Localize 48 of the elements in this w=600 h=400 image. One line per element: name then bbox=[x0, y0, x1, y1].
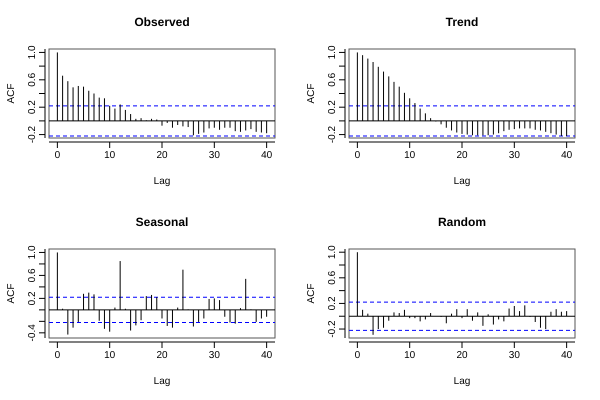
y-tick-label: 0.6 bbox=[27, 268, 38, 282]
x-tick-label: 30 bbox=[208, 350, 220, 362]
y-tick-label: 0.2 bbox=[327, 296, 338, 310]
x-tick-label: 10 bbox=[104, 350, 116, 362]
x-tick-label: 10 bbox=[104, 150, 116, 162]
y-tick-label: 1.0 bbox=[327, 244, 338, 260]
x-axis-title: Lag bbox=[454, 176, 470, 187]
x-tick-label: 40 bbox=[561, 350, 573, 362]
y-axis-title: ACF bbox=[6, 84, 17, 104]
x-axis-title: Lag bbox=[454, 376, 470, 387]
y-tick-label: -0.2 bbox=[27, 126, 38, 144]
y-tick-label: 1.0 bbox=[327, 45, 338, 60]
x-tick-label: 20 bbox=[156, 150, 168, 162]
x-tick-label: 0 bbox=[354, 150, 361, 162]
y-tick-label: 0.6 bbox=[327, 72, 338, 87]
x-tick-label: 30 bbox=[508, 150, 520, 162]
chart-title: Observed bbox=[134, 15, 190, 29]
chart-title: Trend bbox=[446, 15, 478, 29]
y-tick-label: -0.4 bbox=[27, 324, 38, 342]
x-tick-label: 0 bbox=[54, 350, 61, 362]
x-tick-label: 40 bbox=[261, 150, 273, 162]
y-tick-label: 0.2 bbox=[327, 100, 338, 114]
x-axis-title: Lag bbox=[154, 176, 170, 187]
y-tick-label: 1.0 bbox=[27, 45, 38, 60]
x-tick-label: 0 bbox=[54, 150, 61, 162]
chart-title: Random bbox=[438, 215, 486, 229]
chart-title: Seasonal bbox=[136, 215, 188, 229]
y-tick-label: -0.2 bbox=[327, 320, 338, 338]
y-tick-label: -0.2 bbox=[327, 126, 338, 144]
y-tick-label: 0.2 bbox=[27, 100, 38, 114]
x-tick-label: 40 bbox=[561, 150, 573, 162]
x-tick-label: 20 bbox=[456, 350, 468, 362]
y-axis-title: ACF bbox=[306, 84, 317, 104]
x-tick-label: 10 bbox=[404, 350, 416, 362]
x-tick-label: 20 bbox=[156, 350, 168, 362]
y-axis-title: ACF bbox=[306, 284, 317, 304]
x-axis-title: Lag bbox=[154, 376, 170, 387]
x-tick-label: 30 bbox=[508, 350, 520, 362]
x-tick-label: 0 bbox=[354, 350, 361, 362]
x-tick-label: 30 bbox=[208, 150, 220, 162]
x-tick-label: 10 bbox=[404, 150, 416, 162]
x-tick-label: 20 bbox=[456, 150, 468, 162]
y-tick-label: 1.0 bbox=[27, 245, 38, 260]
y-tick-label: 0.6 bbox=[27, 72, 38, 87]
y-tick-label: 0.2 bbox=[27, 290, 38, 306]
y-axis-title: ACF bbox=[6, 284, 17, 304]
x-tick-label: 40 bbox=[261, 350, 273, 362]
y-tick-label: 0.6 bbox=[327, 270, 338, 285]
